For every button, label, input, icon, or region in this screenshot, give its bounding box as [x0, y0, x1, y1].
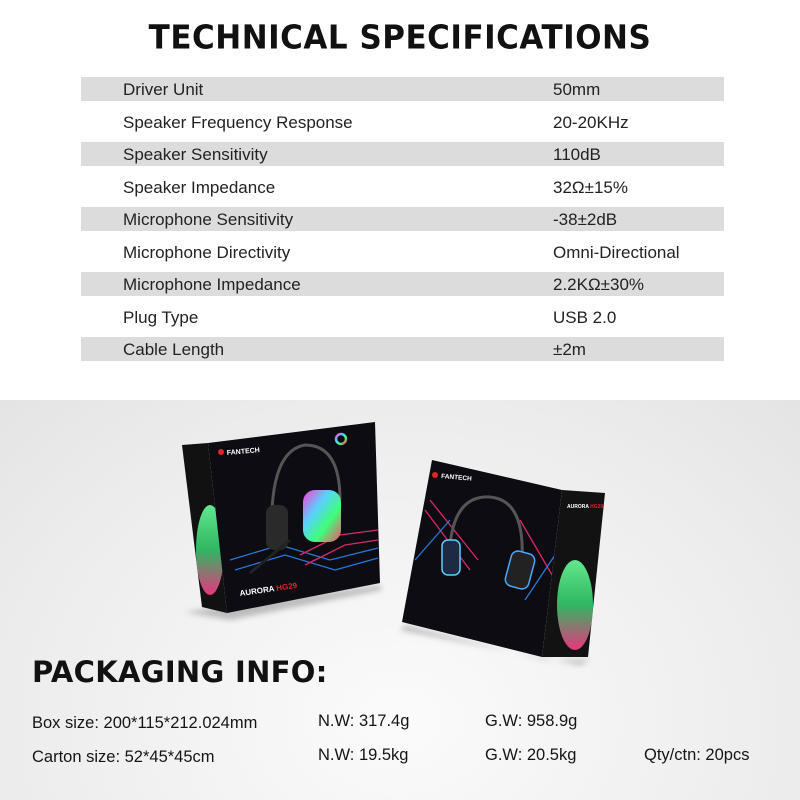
- fantech-logo-icon: [432, 472, 438, 478]
- carton-net-weight: N.W: 19.5kg: [318, 746, 409, 764]
- spec-row: Speaker Sensitivity 110dB: [81, 142, 724, 175]
- left-box: FANTECH AURORA HG29: [182, 422, 382, 620]
- spec-row: Cable Length ±2m: [81, 337, 724, 370]
- spec-label: Speaker Frequency Response: [123, 112, 353, 132]
- box-net-weight: N.W: 317.4g: [318, 712, 410, 730]
- spec-value: USB 2.0: [553, 307, 617, 327]
- spec-label: Speaker Sensitivity: [123, 145, 268, 164]
- page-title: TECHNICAL SPECIFICATIONS: [148, 19, 652, 57]
- spec-row: Speaker Impedance 32Ω±15%: [81, 175, 724, 208]
- spec-value: 20-20KHz: [553, 112, 629, 132]
- carton-size: Carton size: 52*45*45cm: [32, 748, 215, 766]
- spec-label: Plug Type: [123, 307, 199, 327]
- right-box: FANTECH AURORA HG29: [400, 460, 605, 665]
- carton-quantity: Qty/ctn: 20pcs: [644, 746, 750, 764]
- svg-text:FANTECH: FANTECH: [441, 473, 472, 483]
- spec-row: Speaker Frequency Response 20-20KHz: [81, 110, 724, 143]
- spec-label: Microphone Directivity: [123, 242, 291, 262]
- spec-label: Driver Unit: [123, 80, 204, 99]
- spec-label: Speaker Impedance: [123, 177, 276, 197]
- spec-value: -38±2dB: [553, 210, 618, 229]
- carton-gross-weight: G.W: 20.5kg: [485, 746, 577, 764]
- spec-value: 32Ω±15%: [553, 177, 628, 197]
- spec-value: ±2m: [553, 340, 586, 359]
- spec-value: 110dB: [553, 145, 601, 164]
- spec-value: 50mm: [553, 80, 601, 99]
- fantech-logo-icon: [218, 449, 224, 455]
- spec-label: Microphone Impedance: [123, 275, 301, 294]
- spec-label: Cable Length: [123, 340, 225, 359]
- spec-row: Microphone Sensitivity -38±2dB: [81, 207, 724, 240]
- spec-section: [0, 0, 800, 400]
- spec-row: Microphone Directivity Omni-Directional: [81, 240, 724, 273]
- packaging-section: [0, 400, 800, 800]
- svg-text:AURORA HG29: AURORA HG29: [567, 504, 603, 510]
- spec-row: Driver Unit 50mm: [81, 77, 724, 110]
- svg-text:FANTECH: FANTECH: [227, 447, 261, 457]
- packaging-title: PACKAGING INFO:: [32, 655, 328, 689]
- box-size: Box size: 200*115*212.024mm: [32, 714, 258, 732]
- spec-value: 2.2KΩ±30%: [553, 275, 645, 294]
- box-gross-weight: G.W: 958.9g: [485, 712, 578, 730]
- spec-value: Omni-Directional: [553, 242, 680, 262]
- spec-label: Microphone Sensitivity: [123, 210, 294, 229]
- spec-table: Driver Unit 50mm Speaker Frequency Respon…: [81, 77, 724, 370]
- spec-row: Plug Type USB 2.0: [81, 305, 724, 338]
- rgb-badge-icon: [334, 432, 348, 446]
- spec-row: Microphone Impedance 2.2KΩ±30%: [81, 272, 724, 305]
